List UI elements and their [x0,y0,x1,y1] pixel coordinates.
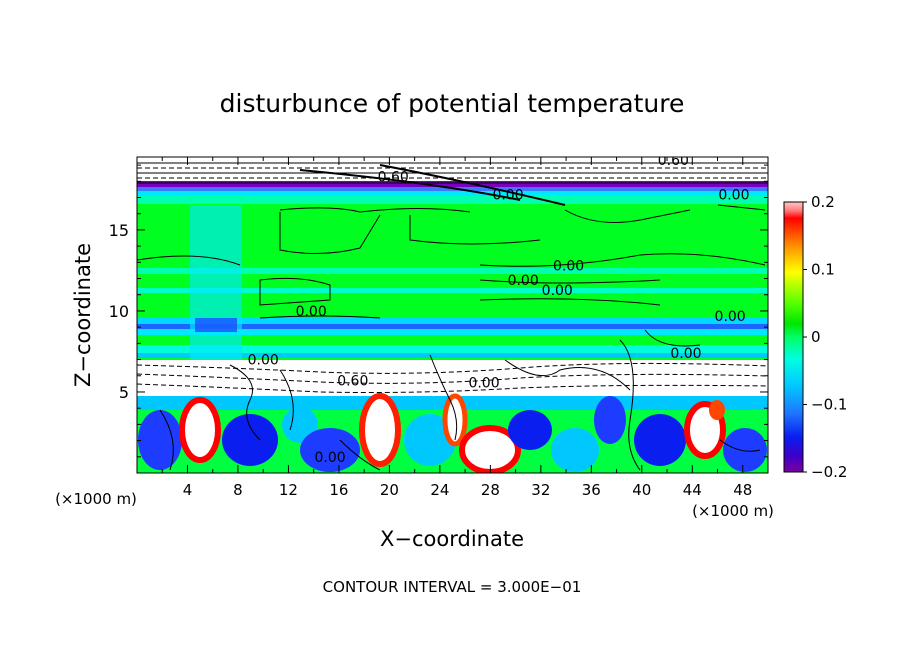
x-tick-label: 36 [582,481,601,499]
turbulent-blobs [137,393,768,473]
x-tick-label: 24 [430,481,449,499]
field-dark-patch [195,318,237,332]
x-tick-label: 28 [481,481,500,499]
x-tick-label: 48 [733,481,752,499]
chart-title: disturbunce of potential temperature [220,89,685,118]
x-axis: 4 8 12 16 20 24 28 32 36 40 44 48 [161,157,752,499]
contour-label: 0.00 [542,283,573,299]
y-axis: 5 10 15 [109,164,768,458]
contour-label: 0.00 [468,375,499,391]
field-band-4 [137,324,768,329]
y-tick-label: 10 [109,302,129,321]
contour-labels: 0.600.600.00 0.000.000.000.000.00 0.000.00… [248,153,750,466]
field-top-band-purple [137,181,768,187]
x-tick-label: 40 [632,481,651,499]
colorbar-tick-label: −0.2 [811,463,847,481]
contour-label: 0.00 [718,187,749,203]
plot-area: 0.600.600.00 0.000.000.000.000.00 0.000.00… [137,153,768,473]
colorbar-tick-label: 0.2 [811,193,835,211]
colorbar-tick-label: 0.1 [811,261,835,279]
colorbar-tick-label: −0.1 [811,396,847,414]
field-cyan-column [190,205,242,360]
contour-label: 0.00 [715,309,746,325]
x-unit-label-left: (×1000 m) [55,490,137,508]
contour-label: 0.00 [492,187,523,203]
contour-label: 0.00 [508,273,539,289]
colorbar-tick-label: 0 [811,328,821,346]
x-tick-label: 12 [279,481,298,499]
contour-label: 0.00 [553,259,584,275]
x-axis-title: X−coordinate [380,527,524,551]
field-top-band-teal [137,196,768,204]
contour-label: 0.00 [670,346,701,362]
contour-label: 0.00 [315,450,346,466]
field-white-layer [137,360,768,398]
x-tick-label: 16 [329,481,348,499]
y-axis-title: Z−coordinate [71,243,95,387]
x-tick-label: 20 [380,481,399,499]
contour-label: 0.00 [296,304,327,320]
contour-lines [137,162,768,471]
y-tick-label: 5 [119,383,129,402]
field-band-1 [137,268,768,274]
plot-frame [136,156,769,474]
x-tick-label: 44 [683,481,702,499]
field-band-2 [137,288,768,293]
field-top-band-cyan [137,191,768,196]
x-tick-label: 4 [183,481,193,499]
field-band-7 [137,353,768,358]
contour-interval-footer: CONTOUR INTERVAL = 3.000E−01 [323,578,582,596]
contour-label: 0.00 [248,353,279,369]
colorbar [783,201,804,473]
field-band-5 [137,329,768,335]
field-band-6 [137,345,768,353]
x-tick-label: 32 [531,481,550,499]
field-band-3 [137,318,768,324]
colorbar-ticks: 0.2 0.1 0 −0.1 −0.2 [803,193,847,481]
contour-label: 0.60 [337,374,368,390]
y-tick-label: 15 [109,221,129,240]
x-unit-label-right: (×1000 m) [692,502,774,520]
contour-label: 0.60 [378,169,409,185]
contour-label: 0.60 [658,153,689,169]
x-tick-label: 8 [233,481,243,499]
